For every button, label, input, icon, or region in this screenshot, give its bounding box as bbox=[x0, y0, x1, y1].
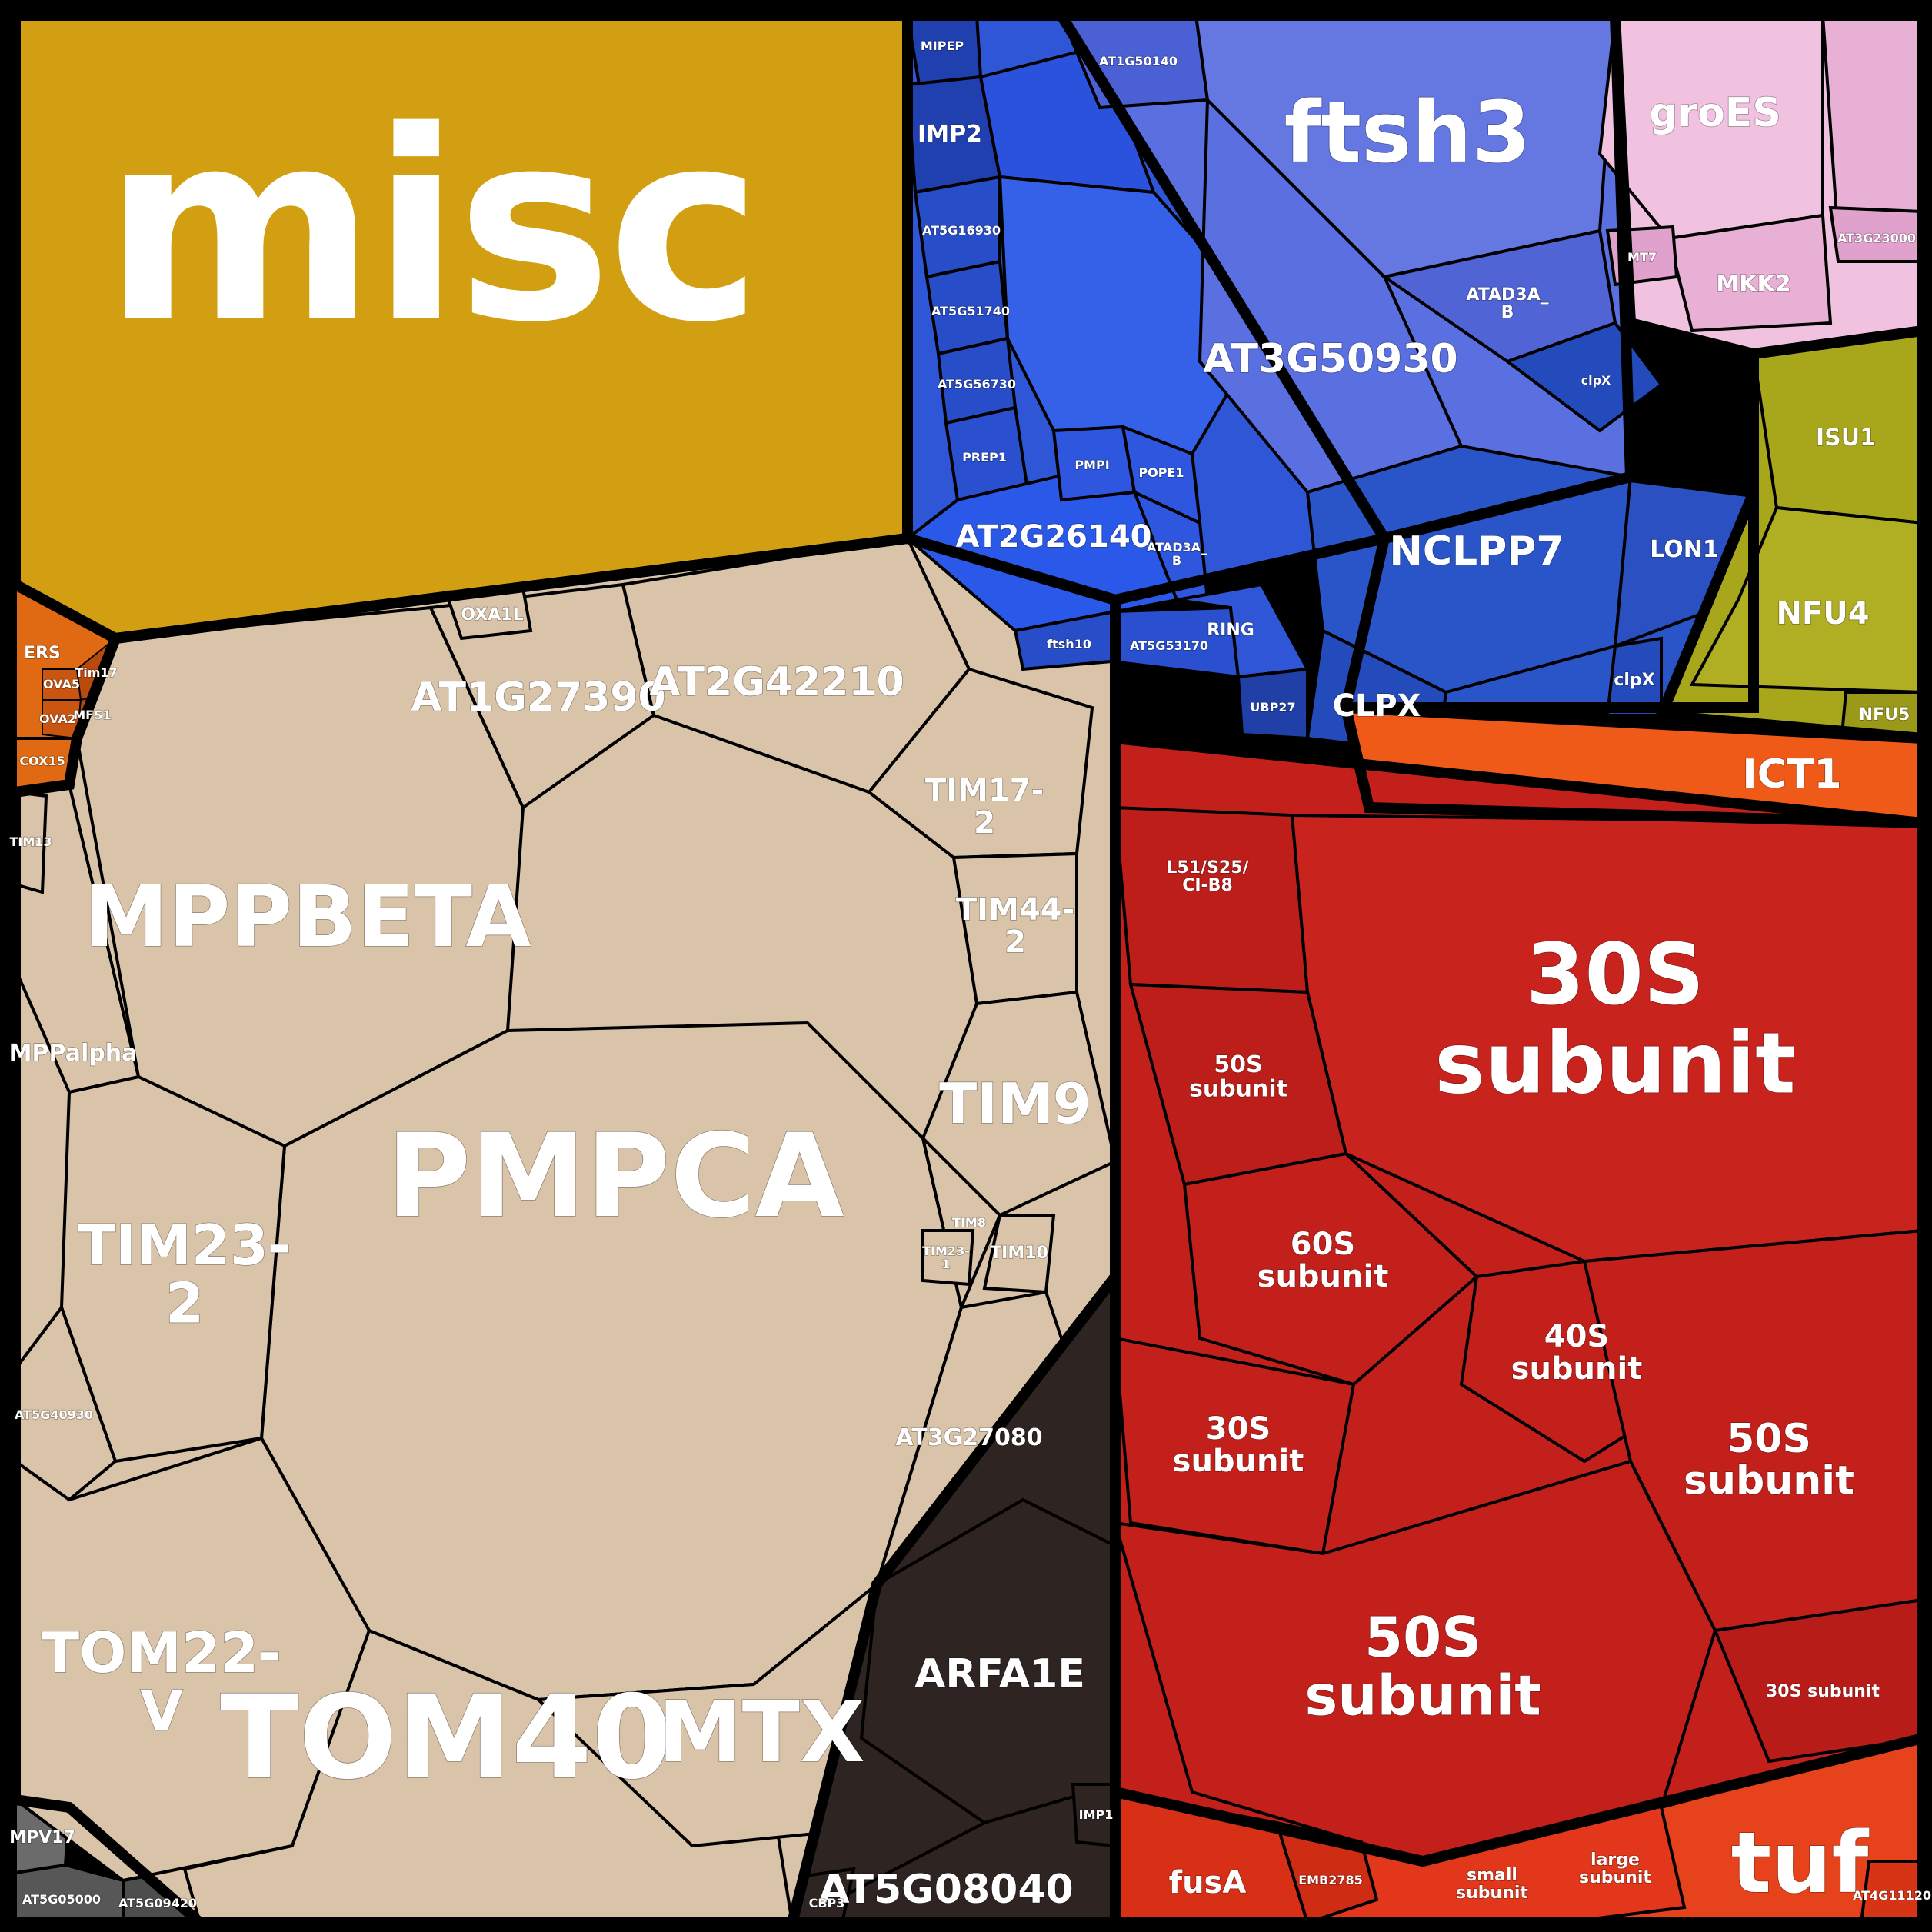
svg-text:AT5G56730: AT5G56730 bbox=[938, 377, 1016, 391]
svg-text:NCLPP7: NCLPP7 bbox=[1389, 528, 1564, 575]
svg-text:OXA1L: OXA1L bbox=[461, 605, 523, 625]
svg-text:PREP1: PREP1 bbox=[962, 450, 1007, 465]
svg-text:PMPCA: PMPCA bbox=[386, 1110, 844, 1244]
svg-text:AT3G27080: AT3G27080 bbox=[895, 1424, 1042, 1451]
svg-text:misc: misc bbox=[104, 75, 758, 380]
svg-text:PMPI: PMPI bbox=[1074, 458, 1109, 472]
svg-text:NFU4: NFU4 bbox=[1776, 596, 1869, 631]
svg-text:AT5G08040: AT5G08040 bbox=[818, 1867, 1073, 1913]
svg-text:ftsh10: ftsh10 bbox=[1047, 637, 1091, 651]
svg-text:AT5G09420: AT5G09420 bbox=[118, 1896, 197, 1910]
svg-text:RING: RING bbox=[1207, 621, 1254, 640]
svg-text:POPE1: POPE1 bbox=[1138, 465, 1184, 480]
voronoi-treemap: miscERSCOX15OVA5Tim17OVA2MFS1MPV17AT5G05… bbox=[0, 0, 1932, 1932]
svg-text:AT5G16930: AT5G16930 bbox=[922, 223, 1001, 238]
svg-text:ARFA1E: ARFA1E bbox=[914, 1651, 1085, 1697]
svg-text:TIM13: TIM13 bbox=[9, 834, 52, 849]
svg-text:LON1: LON1 bbox=[1650, 536, 1719, 563]
svg-text:Tim17: Tim17 bbox=[75, 665, 117, 680]
svg-text:EMB2785: EMB2785 bbox=[1298, 1873, 1363, 1887]
svg-text:AT5G40930: AT5G40930 bbox=[15, 1407, 93, 1422]
svg-text:CLPX: CLPX bbox=[1333, 688, 1421, 724]
svg-text:NFU5: NFU5 bbox=[1859, 705, 1910, 724]
svg-text:CBP3: CBP3 bbox=[809, 1896, 845, 1910]
svg-text:MTX: MTX bbox=[658, 1683, 864, 1781]
svg-text:AT4G11120: AT4G11120 bbox=[1853, 1888, 1931, 1903]
svg-text:AT2G26140: AT2G26140 bbox=[956, 519, 1152, 555]
svg-text:MKK2: MKK2 bbox=[1716, 271, 1790, 298]
svg-text:tuf: tuf bbox=[1731, 1814, 1870, 1912]
svg-text:AT1G27390: AT1G27390 bbox=[411, 675, 665, 721]
svg-text:MFS1: MFS1 bbox=[73, 708, 112, 722]
svg-text:UBP27: UBP27 bbox=[1250, 700, 1295, 715]
svg-text:ISU1: ISU1 bbox=[1816, 425, 1876, 451]
cell-pink-1 bbox=[1823, 15, 1923, 238]
svg-text:MPPalpha: MPPalpha bbox=[9, 1040, 138, 1067]
svg-text:groES: groES bbox=[1649, 90, 1781, 136]
svg-text:fusA: fusA bbox=[1169, 1865, 1247, 1900]
svg-text:ftsh3: ftsh3 bbox=[1284, 83, 1531, 182]
svg-text:ERS: ERS bbox=[24, 644, 61, 663]
cell-red-0 bbox=[1115, 808, 1307, 992]
svg-text:IMP2: IMP2 bbox=[918, 121, 982, 148]
svg-text:MIPEP: MIPEP bbox=[921, 38, 964, 53]
svg-text:AT3G23000: AT3G23000 bbox=[1837, 231, 1916, 245]
svg-text:AT3G50930: AT3G50930 bbox=[1203, 336, 1457, 382]
svg-text:MPPBETA: MPPBETA bbox=[84, 868, 531, 966]
svg-text:MPV17: MPV17 bbox=[9, 1828, 75, 1847]
svg-text:MT7: MT7 bbox=[1627, 250, 1657, 265]
svg-text:AT2G42210: AT2G42210 bbox=[649, 659, 904, 705]
svg-text:TIM10: TIM10 bbox=[990, 1244, 1048, 1263]
svg-text:TIM8: TIM8 bbox=[952, 1215, 986, 1230]
svg-text:30S subunit: 30S subunit bbox=[1766, 1682, 1880, 1701]
svg-text:IMP1: IMP1 bbox=[1079, 1807, 1114, 1822]
svg-text:OVA2: OVA2 bbox=[39, 711, 76, 726]
svg-text:COX15: COX15 bbox=[19, 754, 65, 768]
svg-text:AT5G05000: AT5G05000 bbox=[22, 1892, 101, 1907]
svg-text:TIM9: TIM9 bbox=[939, 1071, 1091, 1136]
svg-text:clpX: clpX bbox=[1614, 671, 1654, 690]
svg-text:AT5G53170: AT5G53170 bbox=[1130, 638, 1208, 653]
svg-text:ICT1: ICT1 bbox=[1742, 751, 1841, 798]
svg-text:AT5G51740: AT5G51740 bbox=[931, 304, 1010, 318]
svg-text:TOM40: TOM40 bbox=[220, 1671, 672, 1805]
svg-text:clpX: clpX bbox=[1581, 373, 1611, 388]
svg-text:AT1G50140: AT1G50140 bbox=[1099, 54, 1178, 68]
